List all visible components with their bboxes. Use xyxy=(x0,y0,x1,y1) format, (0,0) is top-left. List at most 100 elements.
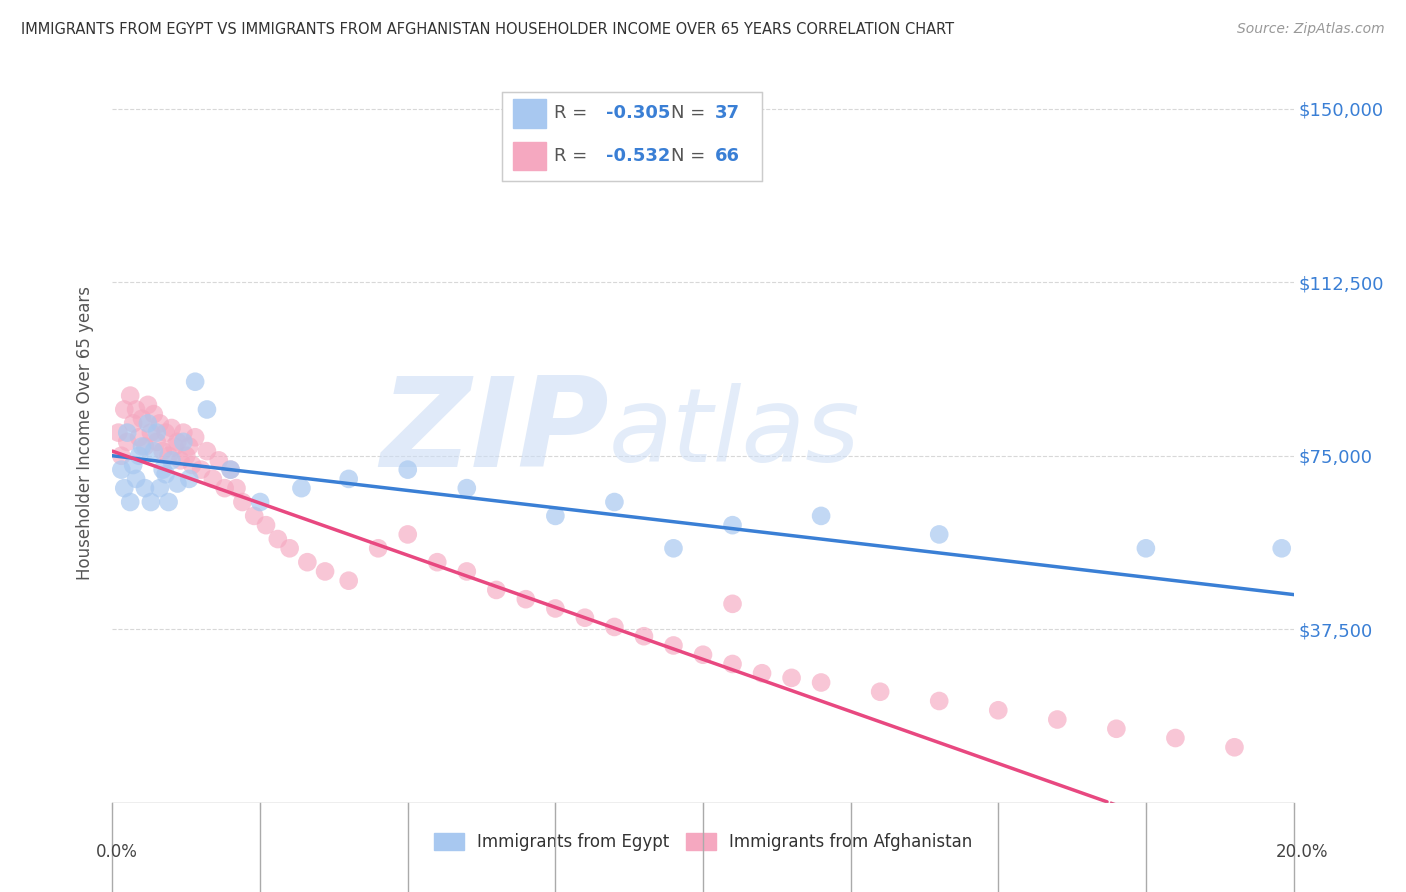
Point xyxy=(633,629,655,643)
Point xyxy=(267,532,290,546)
Point xyxy=(131,411,153,425)
Point xyxy=(128,430,150,444)
Point xyxy=(157,495,180,509)
Point xyxy=(117,425,138,440)
Point xyxy=(172,425,194,440)
Point xyxy=(662,541,685,556)
Text: atlas: atlas xyxy=(609,383,860,483)
Point xyxy=(367,541,389,556)
Point xyxy=(139,425,162,440)
Point xyxy=(136,398,159,412)
Point xyxy=(780,671,803,685)
Text: IMMIGRANTS FROM EGYPT VS IMMIGRANTS FROM AFGHANISTAN HOUSEHOLDER INCOME OVER 65 : IMMIGRANTS FROM EGYPT VS IMMIGRANTS FROM… xyxy=(21,22,955,37)
Point xyxy=(574,610,596,624)
Point xyxy=(721,518,744,533)
Point xyxy=(544,601,567,615)
Point xyxy=(219,462,242,476)
Point xyxy=(128,449,150,463)
Point xyxy=(152,444,174,458)
Point xyxy=(110,449,132,463)
Point xyxy=(142,407,165,421)
Point xyxy=(810,508,832,523)
Point xyxy=(254,518,277,533)
Point xyxy=(120,495,142,509)
Text: 20.0%: 20.0% xyxy=(1277,843,1329,861)
Point xyxy=(174,449,197,463)
Point xyxy=(134,440,156,454)
Point xyxy=(515,592,537,607)
Point xyxy=(249,495,271,509)
Point xyxy=(869,685,891,699)
Point xyxy=(195,444,218,458)
Point xyxy=(1135,541,1157,556)
Point xyxy=(1046,713,1069,727)
Point xyxy=(120,388,142,402)
Point xyxy=(314,565,336,579)
Point xyxy=(184,430,207,444)
Point xyxy=(987,703,1010,717)
Point xyxy=(160,453,183,467)
Point xyxy=(195,402,218,417)
Point xyxy=(146,425,169,440)
Point xyxy=(1271,541,1294,556)
Point xyxy=(426,555,449,569)
Point xyxy=(112,402,135,417)
Point xyxy=(149,417,172,431)
Point xyxy=(603,620,626,634)
Point xyxy=(181,458,204,472)
Point xyxy=(1223,740,1246,755)
Point xyxy=(163,440,186,454)
Point xyxy=(157,449,180,463)
Point xyxy=(214,481,236,495)
Point xyxy=(721,597,744,611)
Point xyxy=(208,453,231,467)
Point xyxy=(112,481,135,495)
Text: ZIP: ZIP xyxy=(380,372,609,493)
Point xyxy=(225,481,247,495)
Point xyxy=(169,453,191,467)
Point xyxy=(544,508,567,523)
Point xyxy=(155,425,177,440)
Point xyxy=(107,425,129,440)
Point xyxy=(155,467,177,482)
Point xyxy=(337,472,360,486)
Point xyxy=(751,666,773,681)
Point xyxy=(290,481,312,495)
Text: 0.0%: 0.0% xyxy=(96,843,138,861)
Point xyxy=(139,495,162,509)
Point xyxy=(201,472,224,486)
Point xyxy=(117,434,138,449)
Point xyxy=(297,555,319,569)
Legend: Immigrants from Egypt, Immigrants from Afghanistan: Immigrants from Egypt, Immigrants from A… xyxy=(427,826,979,857)
Point xyxy=(125,402,148,417)
Point xyxy=(396,527,419,541)
Point xyxy=(190,462,212,476)
Point xyxy=(456,481,478,495)
Point xyxy=(122,417,145,431)
Point xyxy=(134,481,156,495)
Point xyxy=(928,694,950,708)
Point xyxy=(131,440,153,454)
Point xyxy=(928,527,950,541)
Point xyxy=(396,462,419,476)
Point xyxy=(485,582,508,597)
Point xyxy=(243,508,266,523)
Point xyxy=(231,495,253,509)
Point xyxy=(1164,731,1187,745)
Point xyxy=(166,434,188,449)
Point xyxy=(149,481,172,495)
Point xyxy=(136,417,159,431)
Y-axis label: Householder Income Over 65 years: Householder Income Over 65 years xyxy=(76,285,94,580)
Point xyxy=(662,639,685,653)
Point xyxy=(456,565,478,579)
Point xyxy=(142,444,165,458)
Point xyxy=(172,434,194,449)
Point xyxy=(122,458,145,472)
Point xyxy=(603,495,626,509)
Point xyxy=(1105,722,1128,736)
Point xyxy=(166,476,188,491)
Point xyxy=(184,375,207,389)
Point xyxy=(125,472,148,486)
Point xyxy=(160,421,183,435)
Point xyxy=(278,541,301,556)
